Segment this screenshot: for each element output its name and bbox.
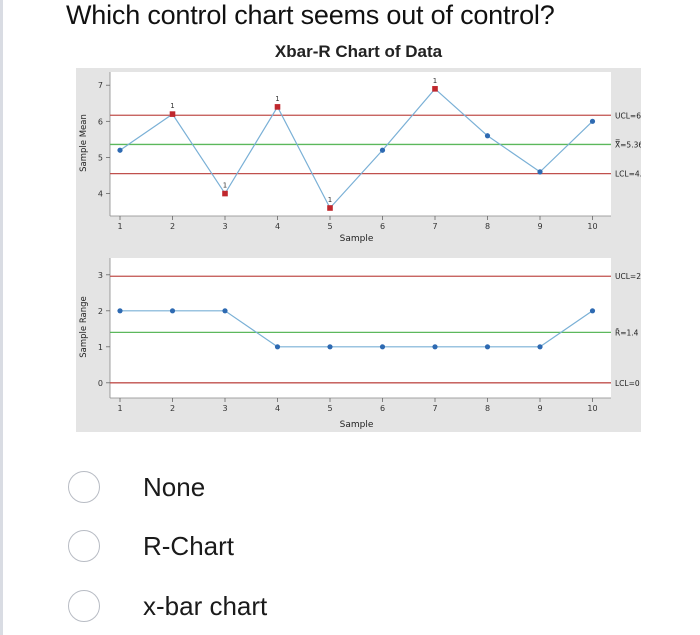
data-point: [589, 118, 596, 124]
x-axis-label: Sample: [340, 234, 374, 244]
out-of-control-point: [274, 104, 281, 110]
data-point: [117, 147, 123, 153]
data-point: [589, 308, 596, 314]
chart-panel-xbar: 4 5 6 7 1 2 3 4 5 6 7 8 9 10 Sample Sample Mean UCL=6.16…: [79, 72, 641, 244]
data-point: [432, 344, 438, 350]
data-point: [484, 344, 491, 350]
y-tick-label: 4: [98, 190, 103, 199]
x-tick-label: 7: [432, 222, 437, 231]
x-tick-label: 4: [275, 404, 280, 413]
y-tick-label: 1: [98, 343, 103, 352]
x-tick-label: 3: [222, 222, 227, 231]
x-tick-label: 5: [327, 222, 332, 231]
x-tick-label: 8: [485, 404, 490, 413]
chart-panel-range: 0 1 2 3 1 2 3 4 5 6 7 8 9 10 Sample Sample Range UCL=2.9…: [79, 258, 641, 430]
flag-marker: 1: [170, 102, 174, 110]
y-tick-label: 2: [98, 307, 103, 316]
x-tick-label: 7: [432, 404, 437, 413]
data-point: [379, 147, 386, 153]
x-tick-label: 2: [170, 404, 175, 413]
option-none[interactable]: None: [68, 467, 568, 507]
series-line: [120, 310, 593, 348]
lcl-label: LCL=4.552: [615, 170, 641, 179]
x-axis-label: Sample: [340, 420, 374, 430]
radio-button[interactable]: [68, 530, 100, 562]
option-r-chart[interactable]: R-Chart: [68, 526, 568, 566]
out-of-control-point: [327, 205, 333, 211]
data-point: [274, 344, 281, 350]
x-tick-label: 4: [275, 222, 280, 231]
option-label: x-bar chart: [143, 591, 268, 621]
y-axis-label: Sample Range: [79, 296, 89, 358]
y-tick-label: 7: [98, 81, 103, 90]
flag-marker: 1: [433, 77, 437, 85]
data-point: [169, 308, 176, 314]
x-tick-label: 9: [537, 222, 542, 231]
flag-marker: 1: [275, 95, 279, 103]
ucl-label: UCL=2.960: [615, 272, 641, 281]
data-point: [327, 344, 333, 350]
ucl-label: UCL=6.168: [615, 111, 641, 120]
chart-title: Xbar-R Chart of Data: [274, 42, 443, 61]
option-x-bar-chart[interactable]: x-bar chart: [68, 586, 568, 626]
data-point: [537, 344, 543, 350]
radio-button[interactable]: [68, 590, 100, 622]
data-point: [222, 308, 228, 314]
center-label: R̄=1.4: [615, 328, 639, 337]
x-tick-label: 10: [587, 404, 597, 413]
center-label: X̿=5.36: [615, 140, 641, 149]
out-of-control-point: [432, 86, 438, 92]
flag-marker: 1: [223, 182, 227, 190]
x-tick-label: 6: [380, 404, 385, 413]
x-tick-label: 1: [117, 404, 122, 413]
question-text: Which control chart seems out of control…: [66, 0, 555, 30]
data-point: [379, 344, 386, 350]
lcl-label: LCL=0: [615, 379, 640, 388]
x-tick-label: 3: [222, 404, 227, 413]
x-tick-label: 9: [537, 404, 542, 413]
x-tick-label: 6: [380, 222, 385, 231]
out-of-control-point: [169, 111, 176, 117]
option-label: R-Chart: [143, 531, 235, 561]
x-tick-label: 5: [327, 404, 332, 413]
radio-button[interactable]: [68, 471, 100, 503]
data-point: [484, 133, 491, 139]
plot-area: [110, 258, 611, 398]
out-of-control-point: [222, 190, 228, 197]
data-point: [537, 169, 543, 175]
flag-marker: 1: [328, 196, 332, 204]
option-label: None: [143, 472, 206, 502]
y-axis-label: Sample Mean: [79, 114, 89, 172]
y-tick-label: 3: [98, 271, 103, 280]
x-tick-label: 10: [587, 222, 597, 231]
data-point: [117, 308, 123, 314]
y-tick-label: 6: [98, 117, 103, 126]
y-tick-label: 0: [98, 379, 103, 388]
y-tick-label: 5: [98, 153, 103, 162]
x-tick-label: 1: [117, 222, 122, 231]
x-tick-label: 8: [485, 222, 490, 231]
series-line: [119, 87, 593, 210]
x-tick-label: 2: [170, 222, 175, 231]
left-border: [0, 0, 3, 635]
